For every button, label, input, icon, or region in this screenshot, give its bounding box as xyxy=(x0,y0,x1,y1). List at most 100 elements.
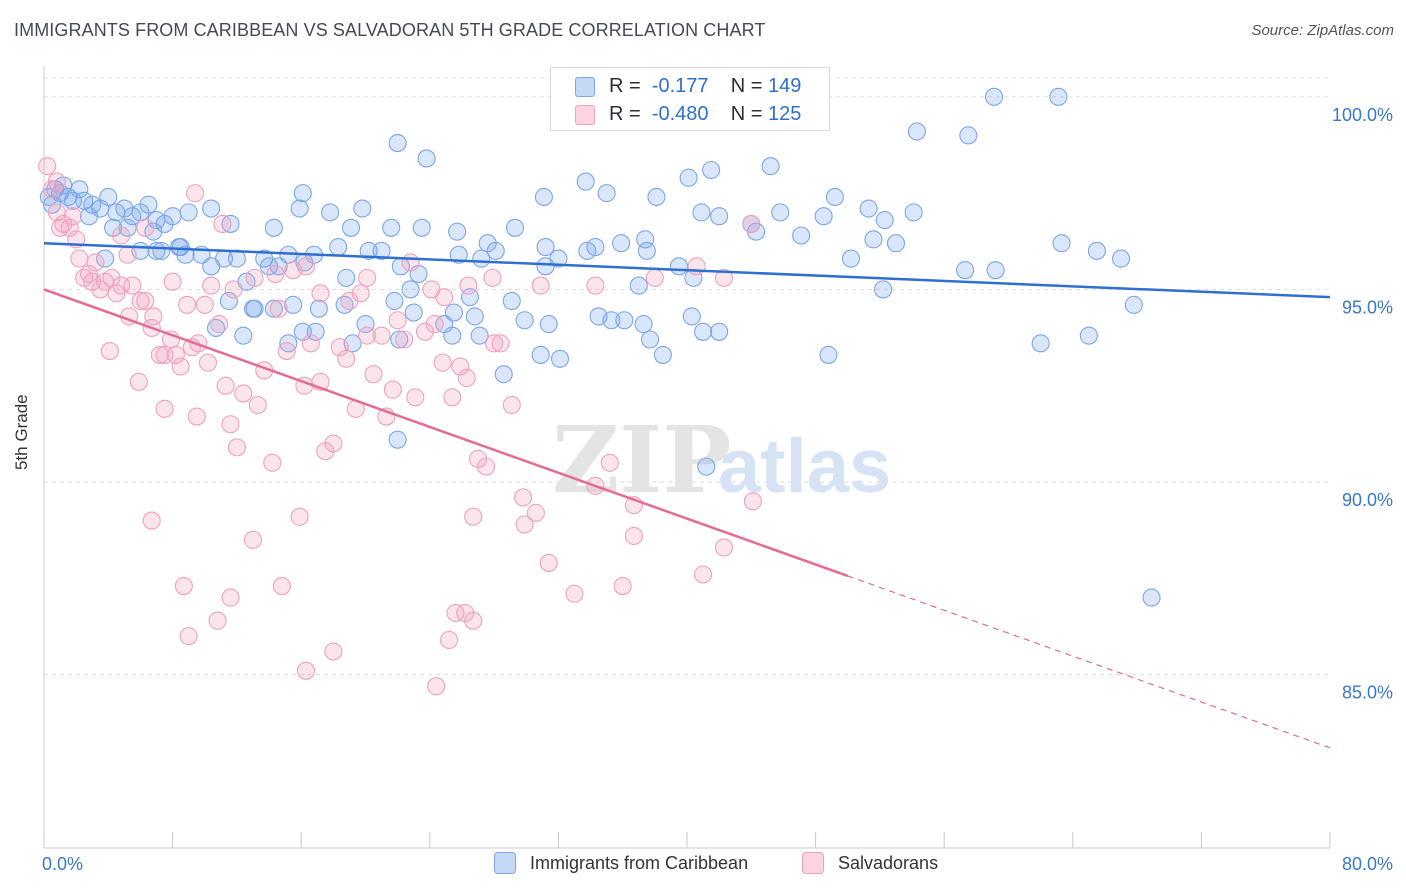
swatch-caribbean xyxy=(575,77,595,97)
data-points xyxy=(38,87,1161,696)
data-point xyxy=(907,122,926,141)
n-value: 125 xyxy=(768,102,802,125)
data-point xyxy=(174,576,193,596)
data-point xyxy=(187,407,206,426)
data-point xyxy=(382,218,401,237)
data-point xyxy=(96,249,115,268)
data-point xyxy=(213,214,232,233)
chart-title: IMMIGRANTS FROM CARIBBEAN VS SALVADORAN … xyxy=(14,20,766,40)
data-point xyxy=(395,330,414,349)
data-point xyxy=(341,218,361,237)
legend-item-caribbean[interactable]: Immigrants from Caribbean xyxy=(494,852,748,874)
data-point xyxy=(383,380,402,399)
data-point xyxy=(155,399,174,418)
data-point xyxy=(272,576,291,596)
data-point xyxy=(443,326,462,345)
data-point xyxy=(669,257,689,276)
data-point xyxy=(136,218,155,237)
data-point xyxy=(443,388,462,407)
x-tick-label: 80.0% xyxy=(1342,854,1393,874)
data-point xyxy=(586,238,605,257)
data-point xyxy=(427,677,446,696)
data-point xyxy=(152,241,171,260)
data-point xyxy=(401,280,420,299)
data-point xyxy=(446,603,465,623)
data-point xyxy=(118,245,137,264)
data-point xyxy=(179,627,198,646)
data-point xyxy=(70,180,89,199)
data-point xyxy=(144,307,163,326)
data-point xyxy=(150,345,169,364)
data-point xyxy=(1124,295,1143,314)
data-point xyxy=(742,214,761,233)
data-point xyxy=(692,203,711,222)
data-point xyxy=(364,365,383,384)
data-point xyxy=(637,241,656,260)
data-point xyxy=(451,357,470,376)
data-point xyxy=(694,565,713,584)
data-point xyxy=(841,249,861,268)
data-point xyxy=(485,334,504,353)
data-point xyxy=(875,211,894,230)
legend-label-caribbean: Immigrants from Caribbean xyxy=(530,852,749,873)
data-point xyxy=(198,353,218,372)
data-point xyxy=(531,345,550,364)
data-point xyxy=(502,395,521,415)
data-point xyxy=(47,172,66,191)
data-point xyxy=(1087,241,1106,260)
data-point xyxy=(166,345,185,364)
series-legend: Immigrants from Caribbean Salvadorans xyxy=(0,852,1406,878)
data-point xyxy=(640,330,660,349)
data-point xyxy=(147,241,166,260)
data-point xyxy=(449,245,468,264)
data-point xyxy=(330,338,349,357)
data-point xyxy=(279,334,298,353)
data-point xyxy=(306,322,325,341)
data-point xyxy=(743,492,762,511)
data-point xyxy=(337,268,356,287)
data-point xyxy=(694,322,713,341)
data-point xyxy=(301,334,320,353)
r-label: R = xyxy=(609,102,641,125)
data-point xyxy=(615,311,634,330)
data-point xyxy=(324,642,343,661)
data-point xyxy=(629,276,648,295)
n-label: N = xyxy=(730,102,763,125)
data-point xyxy=(224,280,243,299)
data-point xyxy=(221,588,240,607)
data-point xyxy=(539,553,558,572)
data-point xyxy=(825,187,844,207)
data-point xyxy=(266,264,285,284)
data-point xyxy=(415,322,435,341)
legend-item-salvadoran[interactable]: Salvadorans xyxy=(802,852,938,874)
data-point xyxy=(337,349,356,368)
data-point xyxy=(79,207,99,226)
data-point xyxy=(653,345,672,364)
data-point xyxy=(645,268,664,287)
data-point xyxy=(761,157,780,176)
data-point xyxy=(959,126,978,145)
data-point xyxy=(457,368,476,388)
data-point xyxy=(565,584,584,603)
data-point xyxy=(710,207,729,226)
data-point xyxy=(311,284,330,303)
data-point xyxy=(531,276,550,295)
data-point xyxy=(984,87,1004,106)
data-point xyxy=(99,187,118,207)
data-point xyxy=(874,280,893,299)
data-point xyxy=(710,322,729,341)
data-point xyxy=(385,291,404,311)
data-point xyxy=(864,230,883,249)
data-point xyxy=(163,207,182,226)
data-point xyxy=(70,249,89,268)
data-point xyxy=(202,276,221,295)
trend-line-salvadoran-extension xyxy=(847,575,1331,749)
data-point xyxy=(534,187,553,207)
data-point xyxy=(433,353,452,372)
data-point xyxy=(613,576,632,596)
data-point xyxy=(296,661,316,680)
data-point xyxy=(359,241,378,260)
data-point xyxy=(123,276,142,295)
r-value: -0.177 xyxy=(651,74,709,97)
